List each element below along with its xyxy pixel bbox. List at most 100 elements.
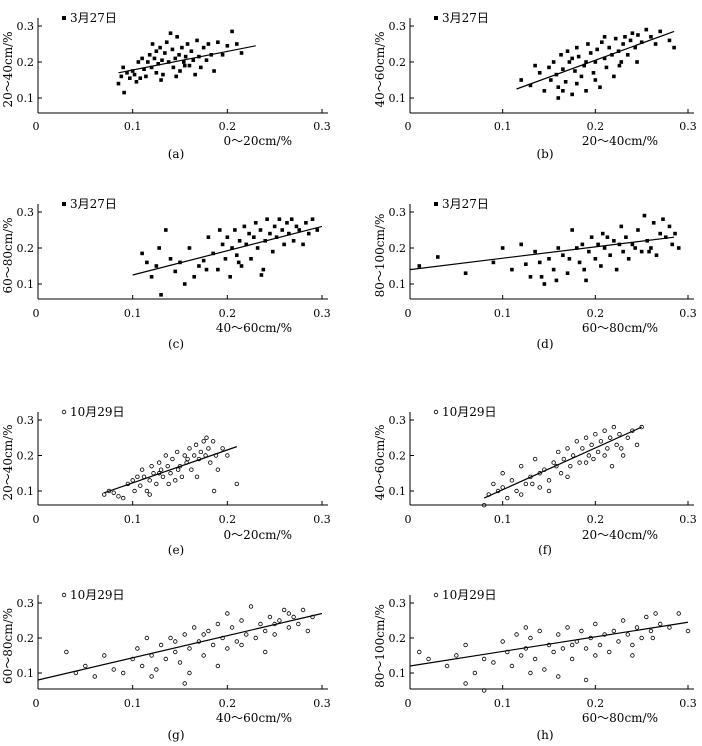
data-point — [315, 228, 320, 232]
x-tick-label: 0.3 — [313, 120, 331, 133]
data-point — [658, 231, 662, 236]
data-point — [157, 246, 161, 250]
data-point — [116, 81, 121, 86]
data-point — [567, 257, 572, 261]
data-point — [500, 639, 505, 644]
data-point — [463, 642, 468, 648]
y-tick-label: 0.1 — [17, 92, 35, 105]
fit-line — [132, 225, 323, 276]
data-point — [120, 495, 126, 501]
data-point — [539, 275, 544, 279]
data-point — [83, 663, 88, 669]
data-point — [201, 653, 206, 658]
data-point — [588, 51, 593, 55]
data-point — [556, 85, 561, 89]
data-point — [639, 40, 644, 44]
data-point — [179, 474, 185, 479]
data-point — [144, 488, 150, 494]
data-point — [270, 249, 275, 254]
data-point — [183, 54, 188, 59]
data-point — [636, 33, 640, 37]
y-tick-label: 0.3 — [389, 414, 407, 427]
data-point — [546, 488, 552, 494]
data-point — [249, 257, 253, 261]
data-point — [577, 460, 582, 465]
panel-caption: (d) — [536, 337, 553, 351]
data-point — [305, 628, 310, 634]
data-point — [235, 253, 239, 257]
data-point — [519, 242, 523, 247]
legend-marker — [62, 202, 66, 206]
data-point — [605, 446, 610, 451]
data-point — [612, 239, 616, 243]
x-tick-label: 0.1 — [494, 120, 512, 133]
data-point — [547, 257, 551, 261]
data-point — [463, 681, 468, 686]
data-point — [509, 478, 515, 483]
data-point — [201, 45, 206, 50]
data-point — [653, 611, 658, 616]
y-axis-title: 80～100cm/% — [373, 214, 387, 298]
data-point — [206, 628, 211, 634]
data-point — [647, 249, 651, 254]
data-point — [208, 460, 213, 465]
data-point — [173, 649, 178, 655]
legend-marker — [433, 592, 439, 598]
data-point — [185, 42, 190, 46]
data-point — [294, 224, 299, 229]
x-tick-label: 0.3 — [313, 697, 331, 710]
data-point — [537, 628, 542, 634]
data-point — [154, 481, 159, 487]
data-point — [158, 467, 164, 472]
data-point — [661, 217, 665, 221]
data-point — [193, 72, 197, 77]
data-point — [111, 667, 116, 672]
legend-marker — [434, 16, 438, 20]
data-point — [206, 42, 211, 46]
data-point — [584, 60, 588, 64]
chart-panel-7: 0.1 0.2 0.3 0.1 0.2 0.3 0 40～60cm/% 60～80cm/% (g)… — [1, 588, 331, 742]
x-tick-label: 0.2 — [587, 120, 605, 133]
data-point — [130, 69, 135, 73]
data-point — [628, 38, 633, 43]
data-point — [551, 649, 556, 655]
panel-caption: (f) — [538, 543, 552, 557]
data-point — [607, 45, 612, 50]
data-point — [599, 264, 603, 268]
data-point — [619, 446, 624, 451]
y-tick-label: 0.1 — [17, 667, 35, 680]
data-point — [634, 625, 640, 630]
x-axis-title: 0～20cm/% — [224, 528, 292, 542]
data-point — [605, 235, 610, 239]
legend-marker — [62, 16, 66, 20]
data-point — [611, 424, 617, 430]
data-point — [217, 228, 222, 232]
fit-line — [37, 612, 323, 681]
data-point — [201, 439, 206, 444]
data-point — [514, 632, 519, 637]
data-point — [204, 58, 209, 62]
data-point — [584, 278, 588, 283]
data-point — [204, 435, 209, 440]
data-point — [132, 72, 137, 77]
data-point — [481, 656, 487, 662]
data-point — [212, 69, 216, 73]
data-point — [532, 456, 538, 462]
data-point — [586, 453, 592, 458]
data-point — [565, 271, 570, 275]
data-point — [519, 463, 524, 469]
legend-label: 3月27日 — [70, 11, 117, 25]
data-point — [500, 471, 505, 476]
data-point — [514, 488, 519, 494]
panel-caption: (e) — [168, 543, 184, 557]
data-point — [636, 228, 640, 232]
data-point — [175, 467, 181, 472]
data-point — [614, 442, 619, 448]
data-point — [287, 231, 291, 236]
data-point — [253, 635, 258, 641]
data-point — [211, 488, 217, 494]
data-point — [654, 253, 659, 257]
data-point — [617, 63, 622, 68]
data-point — [259, 273, 264, 277]
